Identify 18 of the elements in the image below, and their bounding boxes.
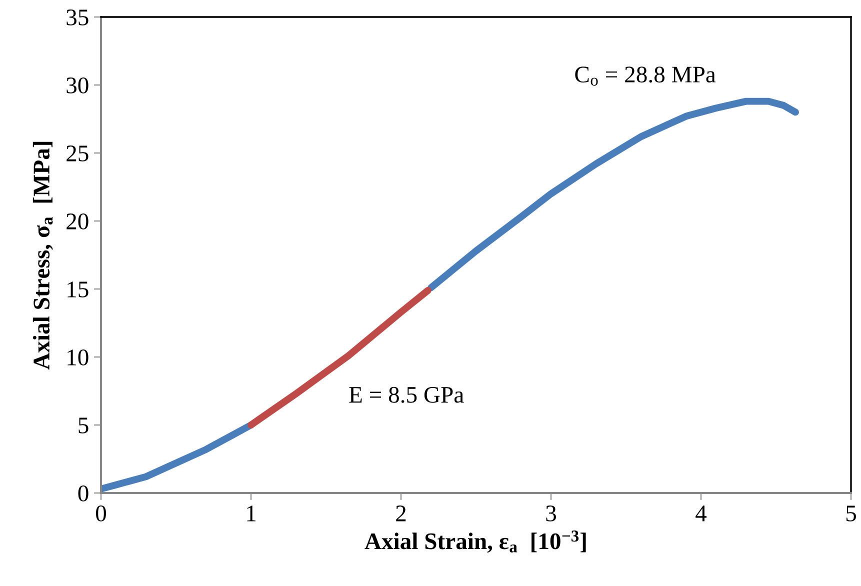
y-tick-label: 30 xyxy=(66,77,88,94)
y-tick-label: 0 xyxy=(78,485,88,502)
x-tick-label: 4 xyxy=(696,506,707,522)
y-axis-title: Axial Stress, σ$_{a}$ [MPa] xyxy=(32,142,53,370)
annotation: E = 8.5 GPa xyxy=(349,386,464,403)
x-tick-label: 5 xyxy=(846,506,856,522)
x-tick-label: 2 xyxy=(396,506,406,522)
y-tick-label: 20 xyxy=(66,213,88,230)
y-tick-label: 35 xyxy=(66,10,88,26)
y-tick-label: 25 xyxy=(66,146,88,162)
x-tick-label: 3 xyxy=(546,506,556,522)
annotation: C$_{o}$ = 28.8 MPa xyxy=(575,66,716,86)
y-tick-label: 10 xyxy=(68,349,88,366)
x-tick-label: 1 xyxy=(247,506,256,522)
y-tick-label: 15 xyxy=(68,282,88,298)
x-axis-title: Axial Strain, ε$_{a}$ [10$^{−3}$] xyxy=(364,530,586,553)
y-tick-label: 5 xyxy=(78,418,88,434)
x-tick-label: 0 xyxy=(96,505,106,522)
